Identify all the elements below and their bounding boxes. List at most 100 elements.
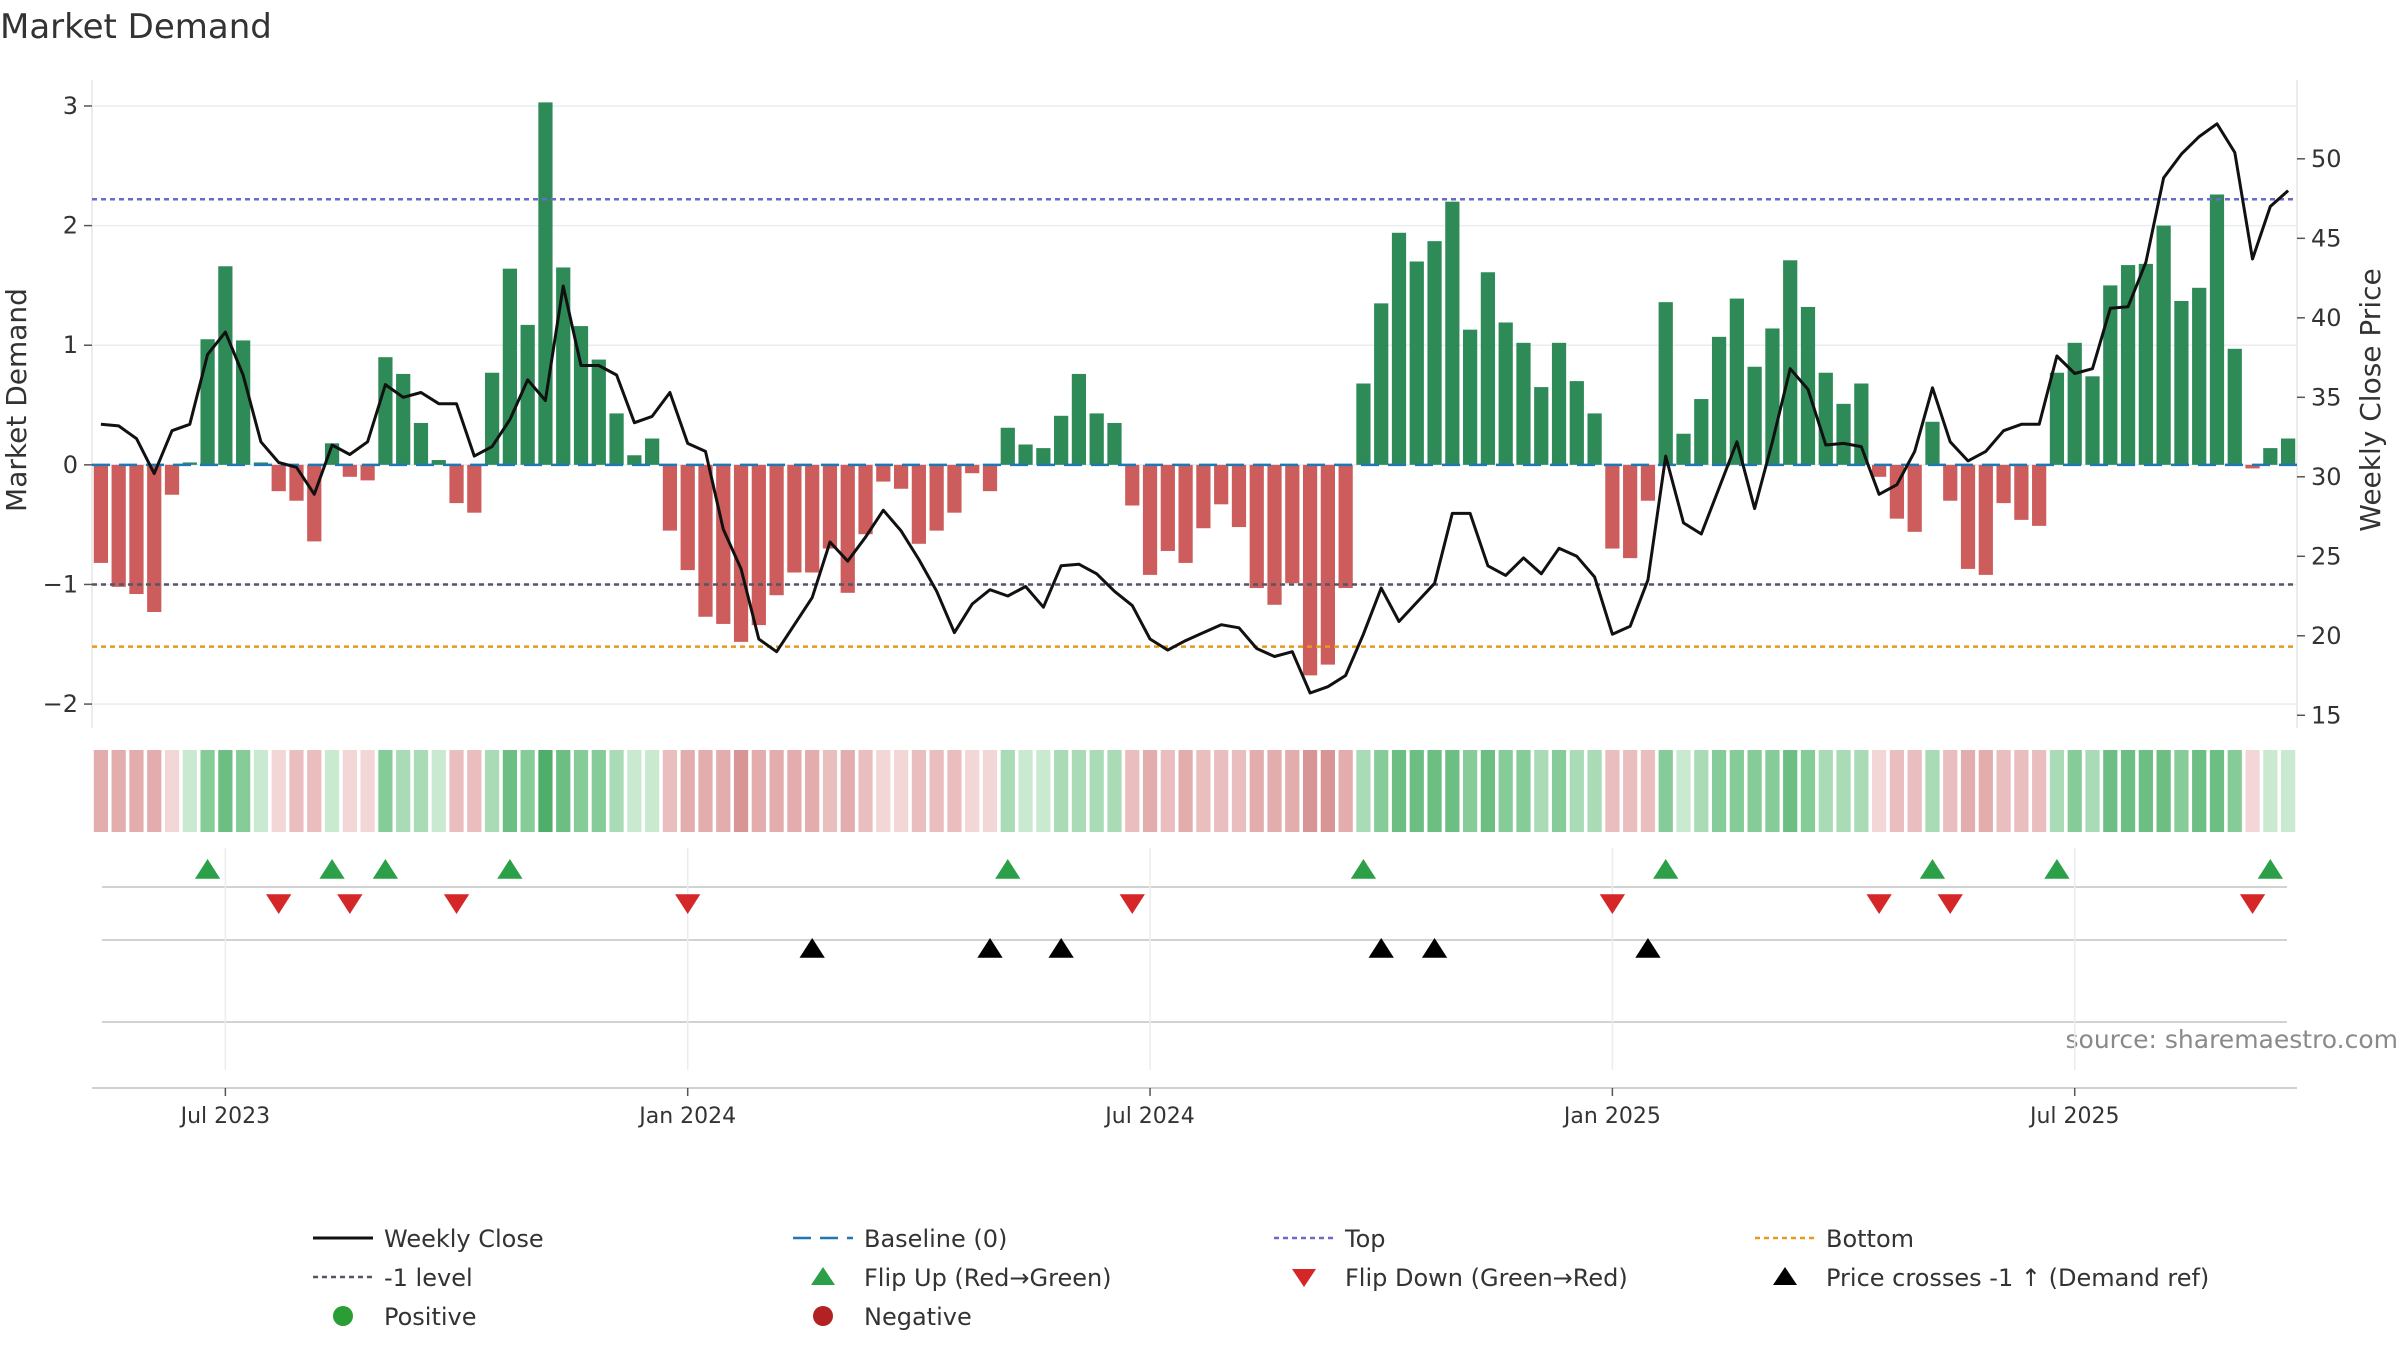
- strip-cell: [484, 750, 500, 832]
- flip-down-marker: [1599, 894, 1626, 914]
- price-cross-marker: [1635, 938, 1661, 958]
- strip-cell: [1729, 750, 1744, 832]
- demand-bar: [1054, 415, 1069, 465]
- demand-bar: [2280, 438, 2296, 465]
- strip-cell: [911, 750, 926, 832]
- demand-bar: [1302, 464, 1318, 676]
- demand-bar: [1142, 464, 1158, 575]
- legend-label: -1 level: [384, 1264, 473, 1292]
- legend-swatch: [811, 1267, 835, 1285]
- demand-bar: [1605, 464, 1620, 549]
- demand-bar: [982, 464, 998, 492]
- strip-cell: [396, 750, 411, 832]
- strip-cell: [378, 750, 393, 832]
- strip-cell: [1018, 750, 1033, 832]
- demand-bar: [1071, 373, 1087, 465]
- strip-cell: [342, 750, 357, 832]
- legend-swatch: [1292, 1269, 1316, 1287]
- strip-cell: [1551, 750, 1567, 832]
- strip-cell: [324, 750, 340, 832]
- strip-cell: [1214, 750, 1229, 832]
- demand-bar: [1427, 241, 1442, 465]
- demand-bar: [1516, 342, 1531, 465]
- x-tick-label: Jul 2024: [1103, 1104, 1195, 1129]
- strip-cell: [1978, 750, 1993, 832]
- strip-cell: [1783, 750, 1798, 832]
- strip-cell: [1125, 750, 1140, 832]
- demand-bar: [1463, 329, 1478, 465]
- flip-up-marker: [1653, 859, 1679, 879]
- demand-bar: [1089, 413, 1104, 465]
- strip-cell: [1178, 750, 1193, 832]
- demand-bar: [1872, 464, 1887, 477]
- strip-cell: [253, 750, 269, 832]
- demand-bar: [1445, 201, 1460, 465]
- strip-cell: [2014, 750, 2029, 832]
- strip-cell: [2049, 750, 2065, 832]
- strip-cell: [2032, 750, 2047, 832]
- x-tick-label: Jan 2024: [637, 1104, 736, 1129]
- strip-cell: [2120, 750, 2136, 832]
- demand-bar: [378, 357, 393, 465]
- strip-cell: [2174, 750, 2189, 832]
- flip-up-marker: [2257, 859, 2283, 879]
- flip-down-marker: [1119, 894, 1145, 914]
- strip-cell: [2227, 750, 2242, 832]
- demand-bar: [2014, 464, 2029, 520]
- strip-cell: [1676, 750, 1691, 832]
- strip-cell: [822, 750, 838, 832]
- demand-bar: [538, 102, 553, 465]
- flip-down-marker: [443, 894, 470, 914]
- demand-bar: [822, 464, 838, 549]
- legend: Weekly Close Baseline (0) Top Bottom -1 leve…: [313, 1225, 2209, 1331]
- strip-cell: [2103, 750, 2118, 832]
- strip-cell: [1267, 750, 1282, 832]
- signal-markers: [92, 848, 2297, 1089]
- y2-tick-label: 20: [2311, 622, 2342, 650]
- price-cross-marker: [1048, 938, 1074, 958]
- strip-cell: [1889, 750, 1905, 832]
- strip-cell: [271, 750, 286, 832]
- strip-cell: [467, 750, 482, 832]
- strip-cell: [751, 750, 766, 832]
- strip-cell: [716, 750, 731, 832]
- strip-cell: [2209, 750, 2225, 832]
- demand-bar: [1107, 422, 1122, 465]
- strip-cell: [573, 750, 589, 832]
- flip-down-marker: [1866, 894, 1892, 914]
- price-cross-marker: [977, 938, 1003, 958]
- demand-bar: [2067, 342, 2082, 465]
- demand-bar: [1214, 464, 1229, 505]
- demand-bar: [1480, 272, 1496, 465]
- strip-cell: [360, 750, 375, 832]
- strip-cell: [1089, 750, 1104, 832]
- strip-cell: [858, 750, 873, 832]
- strip-cell: [591, 750, 606, 832]
- x-tick-label: Jul 2025: [2028, 1104, 2120, 1129]
- strip-cell: [645, 750, 660, 832]
- demand-bar: [360, 464, 375, 481]
- flip-up-marker: [1350, 859, 1377, 879]
- demand-bar: [1267, 464, 1282, 605]
- strip-cell: [200, 750, 215, 832]
- demand-bar: [1783, 260, 1798, 465]
- strip-cell: [1960, 750, 1976, 832]
- demand-bar: [520, 324, 535, 465]
- demand-bar: [1374, 303, 1389, 465]
- strip-cell: [2280, 750, 2296, 832]
- demand-bar: [1907, 464, 1922, 532]
- strip-cell: [538, 750, 553, 832]
- demand-bar: [840, 464, 855, 593]
- strip-cell: [1302, 750, 1318, 832]
- demand-bar: [751, 464, 766, 626]
- demand-bar: [129, 464, 144, 595]
- legend-label: Negative: [864, 1303, 972, 1331]
- flip-down-marker: [2239, 894, 2266, 914]
- flip-down-marker: [1937, 894, 1963, 914]
- strip-cell: [733, 750, 749, 832]
- legend-label: Flip Down (Green→Red): [1345, 1264, 1628, 1292]
- demand-bar: [2209, 194, 2225, 465]
- strip-cell: [1391, 750, 1407, 832]
- strip-cell: [556, 750, 571, 832]
- legend-swatch: [333, 1306, 353, 1326]
